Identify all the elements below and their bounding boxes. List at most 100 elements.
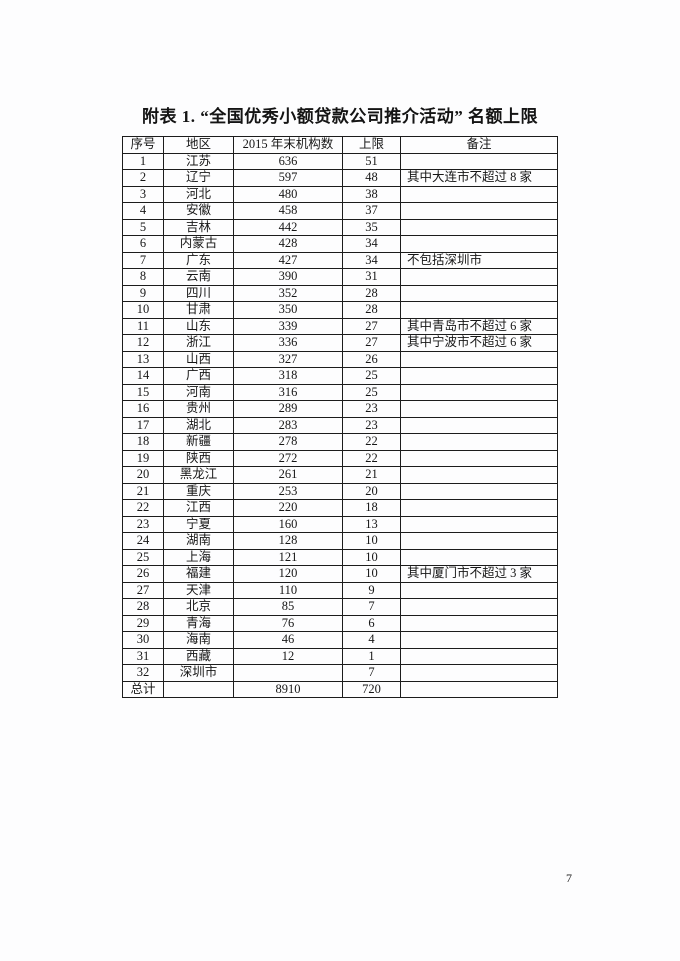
cell-r20-c3: 21 <box>342 466 401 484</box>
cell-r5-c1: 吉林 <box>163 218 234 236</box>
cell-r13-c0: 13 <box>122 350 164 368</box>
cell-r16-c2: 289 <box>233 400 343 418</box>
cell-r3-c0: 3 <box>122 185 164 203</box>
cell-r8-c1: 云南 <box>163 268 234 286</box>
table-row: 2 辽宁 597 48 其中大连市不超过 8 家 <box>122 169 558 187</box>
cell-r11-c0: 11 <box>122 317 164 335</box>
cell-r22-c4 <box>400 499 558 517</box>
cell-r3-c4 <box>400 185 558 203</box>
cell-r27-c2: 110 <box>233 581 343 599</box>
table-row: 13 山西 327 26 <box>122 350 558 368</box>
cell-r12-c0: 12 <box>122 334 164 352</box>
cell-r17-c1: 湖北 <box>163 416 234 434</box>
table-row: 16 贵州 289 23 <box>122 400 558 418</box>
cell-r10-c0: 10 <box>122 301 164 319</box>
cell-r22-c1: 江西 <box>163 499 234 517</box>
cell-r4-c2: 458 <box>233 202 343 220</box>
table-row: 24 湖南 128 10 <box>122 532 558 550</box>
cell-r17-c0: 17 <box>122 416 164 434</box>
cell-r20-c2: 261 <box>233 466 343 484</box>
cell-r20-c0: 20 <box>122 466 164 484</box>
header-cell-4: 备注 <box>400 136 558 154</box>
cell-r29-c2: 76 <box>233 614 343 632</box>
cell-r19-c4 <box>400 449 558 467</box>
cell-r26-c3: 10 <box>342 565 401 583</box>
table-row: 28 北京 85 7 <box>122 598 558 616</box>
cell-r29-c0: 29 <box>122 614 164 632</box>
cell-r16-c3: 23 <box>342 400 401 418</box>
cell-r32-c2 <box>233 664 343 682</box>
table-header: 序号 地区 2015 年末机构数 上限 备注 <box>122 136 558 154</box>
quota-table-container: 序号 地区 2015 年末机构数 上限 备注 1 江苏 636 51 2 辽宁 597 48 其中大连市… <box>122 136 558 698</box>
cell-r14-c1: 广西 <box>163 367 234 385</box>
cell-r8-c0: 8 <box>122 268 164 286</box>
cell-r24-c3: 10 <box>342 532 401 550</box>
cell-r18-c1: 新疆 <box>163 433 234 451</box>
cell-r18-c2: 278 <box>233 433 343 451</box>
cell-r24-c2: 128 <box>233 532 343 550</box>
cell-r17-c2: 283 <box>233 416 343 434</box>
cell-r28-c3: 7 <box>342 598 401 616</box>
cell-r26-c2: 120 <box>233 565 343 583</box>
cell-r29-c4 <box>400 614 558 632</box>
cell-r28-c2: 85 <box>233 598 343 616</box>
cell-r29-c1: 青海 <box>163 614 234 632</box>
cell-r7-c1: 广东 <box>163 251 234 269</box>
cell-r21-c4 <box>400 482 558 500</box>
cell-r27-c1: 天津 <box>163 581 234 599</box>
cell-r21-c2: 253 <box>233 482 343 500</box>
header-row: 序号 地区 2015 年末机构数 上限 备注 <box>122 136 558 154</box>
cell-r26-c1: 福建 <box>163 565 234 583</box>
table-body: 1 江苏 636 51 2 辽宁 597 48 其中大连市不超过 8 家 3 河北 480 38 4 安徽 4… <box>122 152 558 682</box>
header-cell-1: 地区 <box>163 136 234 154</box>
cell-r12-c3: 27 <box>342 334 401 352</box>
cell-r2-c0: 2 <box>122 169 164 187</box>
cell-r16-c4 <box>400 400 558 418</box>
cell-r5-c3: 35 <box>342 218 401 236</box>
table-row: 22 江西 220 18 <box>122 499 558 517</box>
cell-r11-c2: 339 <box>233 317 343 335</box>
table-footer: 总计 8910 720 <box>122 680 558 698</box>
cell-r31-c3: 1 <box>342 647 401 665</box>
table-row: 15 河南 316 25 <box>122 383 558 401</box>
cell-r30-c4 <box>400 631 558 649</box>
cell-r13-c4 <box>400 350 558 368</box>
cell-r4-c4 <box>400 202 558 220</box>
table-row: 4 安徽 458 37 <box>122 202 558 220</box>
cell-r1-c0: 1 <box>122 152 164 170</box>
cell-r14-c0: 14 <box>122 367 164 385</box>
cell-r31-c1: 西藏 <box>163 647 234 665</box>
cell-r1-c1: 江苏 <box>163 152 234 170</box>
cell-r23-c3: 13 <box>342 515 401 533</box>
cell-r7-c0: 7 <box>122 251 164 269</box>
cell-r12-c1: 浙江 <box>163 334 234 352</box>
cell-r14-c2: 318 <box>233 367 343 385</box>
cell-r15-c4 <box>400 383 558 401</box>
cell-r6-c4 <box>400 235 558 253</box>
cell-r15-c0: 15 <box>122 383 164 401</box>
table-row: 23 宁夏 160 13 <box>122 515 558 533</box>
cell-r30-c3: 4 <box>342 631 401 649</box>
cell-r8-c3: 31 <box>342 268 401 286</box>
cell-r29-c3: 6 <box>342 614 401 632</box>
cell-r6-c2: 428 <box>233 235 343 253</box>
cell-r9-c0: 9 <box>122 284 164 302</box>
cell-r12-c4: 其中宁波市不超过 6 家 <box>400 334 558 352</box>
cell-r9-c3: 28 <box>342 284 401 302</box>
cell-r32-c1: 深圳市 <box>163 664 234 682</box>
table-row: 29 青海 76 6 <box>122 614 558 632</box>
cell-r23-c4 <box>400 515 558 533</box>
cell-r28-c1: 北京 <box>163 598 234 616</box>
table-row: 11 山东 339 27 其中青岛市不超过 6 家 <box>122 317 558 335</box>
cell-r2-c4: 其中大连市不超过 8 家 <box>400 169 558 187</box>
cell-r19-c0: 19 <box>122 449 164 467</box>
table-row: 27 天津 110 9 <box>122 581 558 599</box>
table-title: 附表 1. “全国优秀小额贷款公司推介活动” 名额上限 <box>142 107 538 126</box>
table-row: 10 甘肃 350 28 <box>122 301 558 319</box>
cell-r10-c3: 28 <box>342 301 401 319</box>
cell-r25-c2: 121 <box>233 548 343 566</box>
cell-r18-c0: 18 <box>122 433 164 451</box>
cell-r14-c3: 25 <box>342 367 401 385</box>
cell-r3-c3: 38 <box>342 185 401 203</box>
